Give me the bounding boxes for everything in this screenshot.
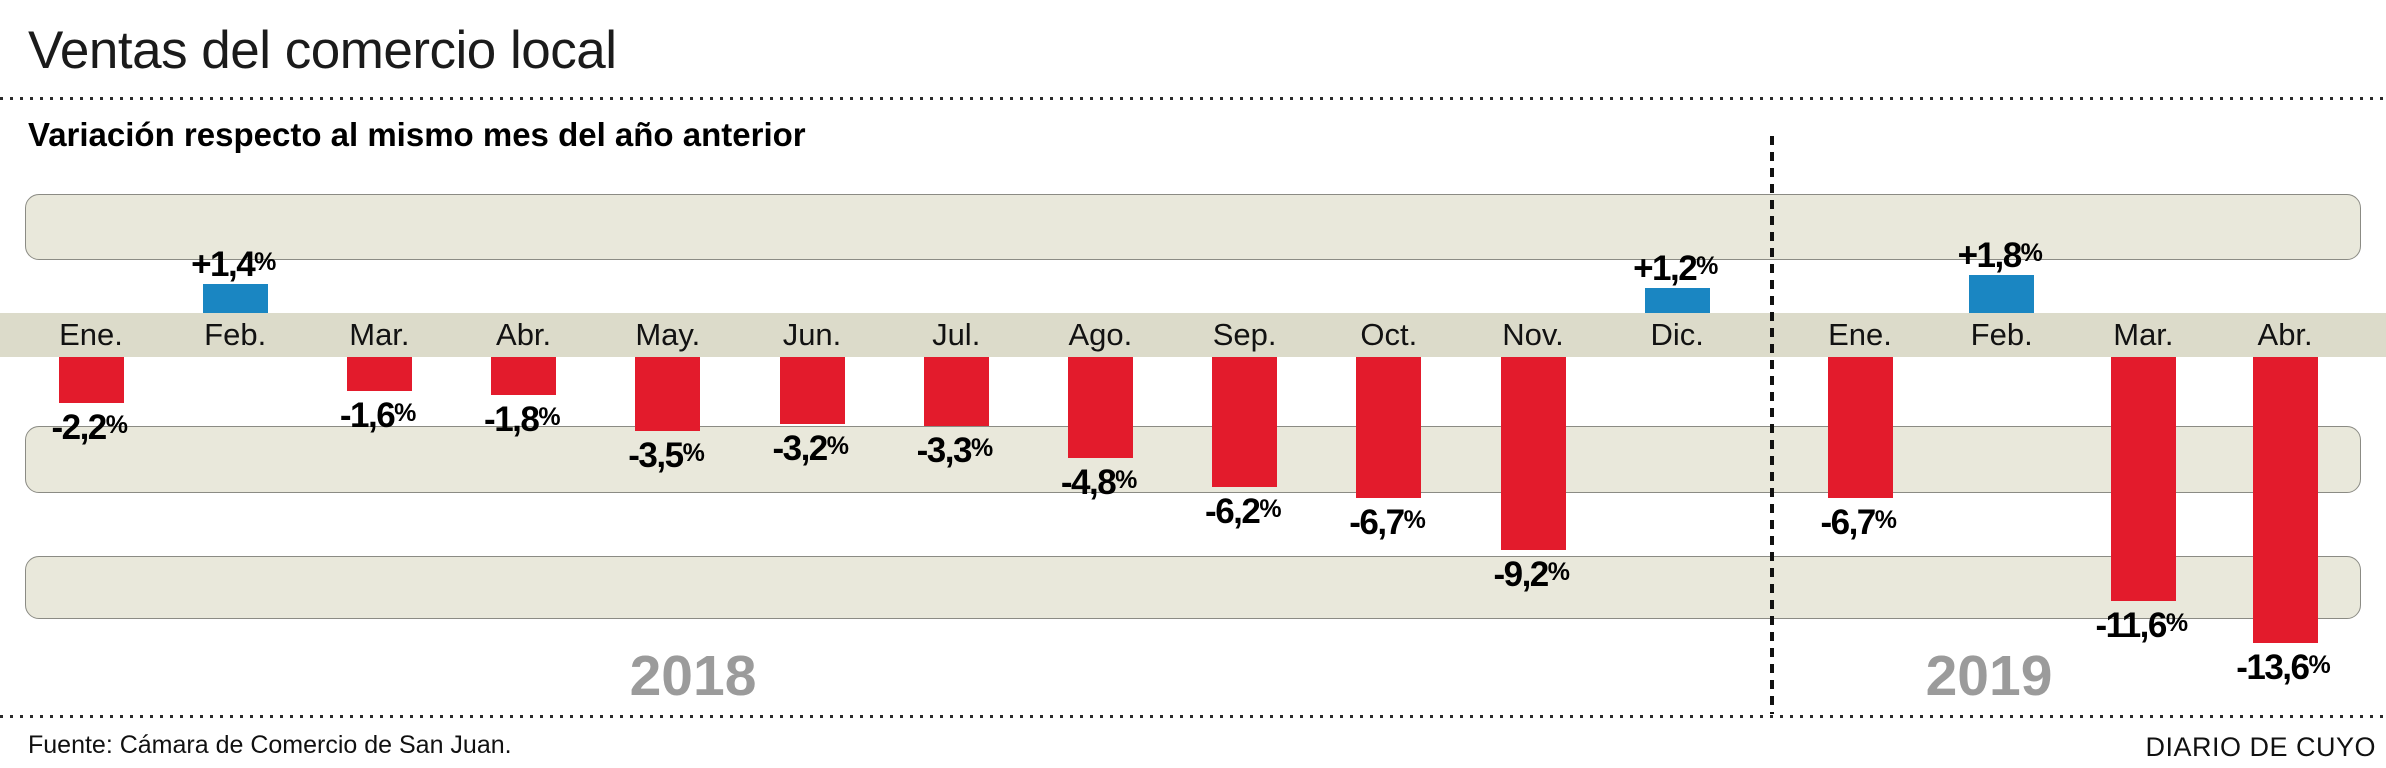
background-band-middle xyxy=(25,426,2361,493)
percent-sign: % xyxy=(394,399,416,427)
value-number: -2,2 xyxy=(51,408,107,447)
month-label-jul-2018: Jul. xyxy=(932,317,981,352)
year-label-2018: 2018 xyxy=(629,644,757,708)
percent-sign: % xyxy=(1115,466,1137,494)
value-number: +1,2 xyxy=(1633,249,1698,288)
percent-sign: % xyxy=(826,432,849,460)
month-label-may-2018: May. xyxy=(635,317,701,352)
percent-sign: % xyxy=(254,248,276,276)
background-band-top xyxy=(25,194,2361,260)
bar-sep-2018 xyxy=(1212,357,1278,487)
percent-sign: % xyxy=(682,439,705,467)
value-label-ene-2018: -2,2% xyxy=(51,407,128,447)
value-number: -3,5 xyxy=(628,436,684,475)
percent-sign: % xyxy=(970,434,993,462)
bar-mar-2018 xyxy=(346,357,412,391)
value-label-jul-2018: -3,3% xyxy=(916,430,994,470)
percent-sign: % xyxy=(2020,239,2043,267)
bar-jun-2018 xyxy=(779,357,845,424)
dotted-rule-bottom xyxy=(0,715,2386,718)
value-label-jun-2018: -3,2% xyxy=(772,428,849,468)
month-label-mar-2019: Mar. xyxy=(2113,317,2174,352)
month-label-sep-2018: Sep. xyxy=(1212,317,1277,352)
value-number: -1,6 xyxy=(339,396,396,435)
percent-sign: % xyxy=(1547,558,1570,586)
background-band-bottom xyxy=(25,556,2361,619)
value-label-feb-2019: +1,8% xyxy=(1958,235,2043,274)
bar-mar-2019 xyxy=(2110,357,2176,601)
month-label-nov-2018: Nov. xyxy=(1502,317,1564,352)
bar-ene-2018 xyxy=(58,357,124,403)
value-label-mar-2018: -1,6% xyxy=(339,395,417,435)
percent-sign: % xyxy=(2308,651,2331,679)
month-label-ene-2019: Ene. xyxy=(1828,317,1892,352)
value-label-abr-2019: -13,6% xyxy=(2236,647,2331,687)
source-note: Fuente: Cámara de Comercio de San Juan. xyxy=(28,731,512,759)
value-number: +1,4 xyxy=(191,245,256,284)
percent-sign: % xyxy=(1403,506,1426,534)
value-label-ene-2019: -6,7% xyxy=(1820,502,1897,542)
month-label-mar-2018: Mar. xyxy=(349,317,410,352)
percent-sign: % xyxy=(1259,495,1282,523)
chart-subtitle: Variación respecto al mismo mes del año … xyxy=(28,116,806,153)
month-label-abr-2019: Abr. xyxy=(2257,317,2313,352)
value-label-nov-2018: -9,2% xyxy=(1493,554,1570,594)
value-label-oct-2018: -6,7% xyxy=(1349,502,1426,542)
bar-feb-2019 xyxy=(1969,275,2035,313)
percent-sign: % xyxy=(538,403,561,431)
value-label-abr-2018: -1,8% xyxy=(484,399,561,439)
publisher-credit: DIARIO DE CUYO xyxy=(2145,732,2376,762)
bar-oct-2018 xyxy=(1356,357,1422,498)
month-label-feb-2018: Feb. xyxy=(204,317,267,352)
value-number: +1,8 xyxy=(1957,236,2023,275)
dotted-rule-top xyxy=(0,97,2386,100)
value-number: -11,6 xyxy=(2095,606,2168,645)
value-label-feb-2018: +1,4% xyxy=(191,244,276,283)
value-number: -1,8 xyxy=(484,400,540,439)
value-number: -6,7 xyxy=(1349,503,1405,542)
month-label-jun-2018: Jun. xyxy=(782,317,842,352)
month-label-oct-2018: Oct. xyxy=(1360,317,1418,352)
percent-sign: % xyxy=(2165,609,2188,637)
bar-dic-2018 xyxy=(1644,288,1710,313)
bar-ene-2019 xyxy=(1827,357,1893,498)
bar-feb-2018 xyxy=(202,284,268,313)
month-label-dic-2018: Dic. xyxy=(1650,317,1704,352)
value-number: -3,2 xyxy=(772,429,828,468)
percent-sign: % xyxy=(105,411,128,439)
value-number: -6,7 xyxy=(1820,503,1876,542)
value-number: -13,6 xyxy=(2236,648,2310,687)
month-label-ene-2018: Ene. xyxy=(59,317,123,352)
percent-sign: % xyxy=(1874,506,1897,534)
value-number: -3,3 xyxy=(916,431,973,470)
page-title: Ventas del comercio local xyxy=(28,21,617,80)
month-label-feb-2019: Feb. xyxy=(1970,317,2033,352)
year-divider-dashed-line xyxy=(1770,136,1774,714)
bar-may-2018 xyxy=(635,357,701,431)
month-label-abr-2018: Abr. xyxy=(496,317,552,352)
value-number: -6,2 xyxy=(1205,492,1261,531)
value-label-sep-2018: -6,2% xyxy=(1205,491,1282,531)
bar-abr-2018 xyxy=(491,357,557,395)
bar-jul-2018 xyxy=(923,357,989,426)
month-axis-band xyxy=(0,313,2386,357)
value-label-may-2018: -3,5% xyxy=(628,435,705,475)
value-number: -9,2 xyxy=(1493,555,1549,594)
value-number: -4,8 xyxy=(1060,463,1117,502)
value-label-ago-2018: -4,8% xyxy=(1060,462,1138,502)
value-label-mar-2019: -11,6% xyxy=(2095,605,2189,645)
value-label-dic-2018: +1,2% xyxy=(1633,248,1718,287)
percent-sign: % xyxy=(1696,252,1718,280)
bar-ago-2018 xyxy=(1067,357,1133,458)
bar-abr-2019 xyxy=(2252,357,2318,643)
month-label-ago-2018: Ago. xyxy=(1068,317,1133,352)
bar-nov-2018 xyxy=(1500,357,1566,550)
year-label-2019: 2019 xyxy=(1925,644,2053,708)
